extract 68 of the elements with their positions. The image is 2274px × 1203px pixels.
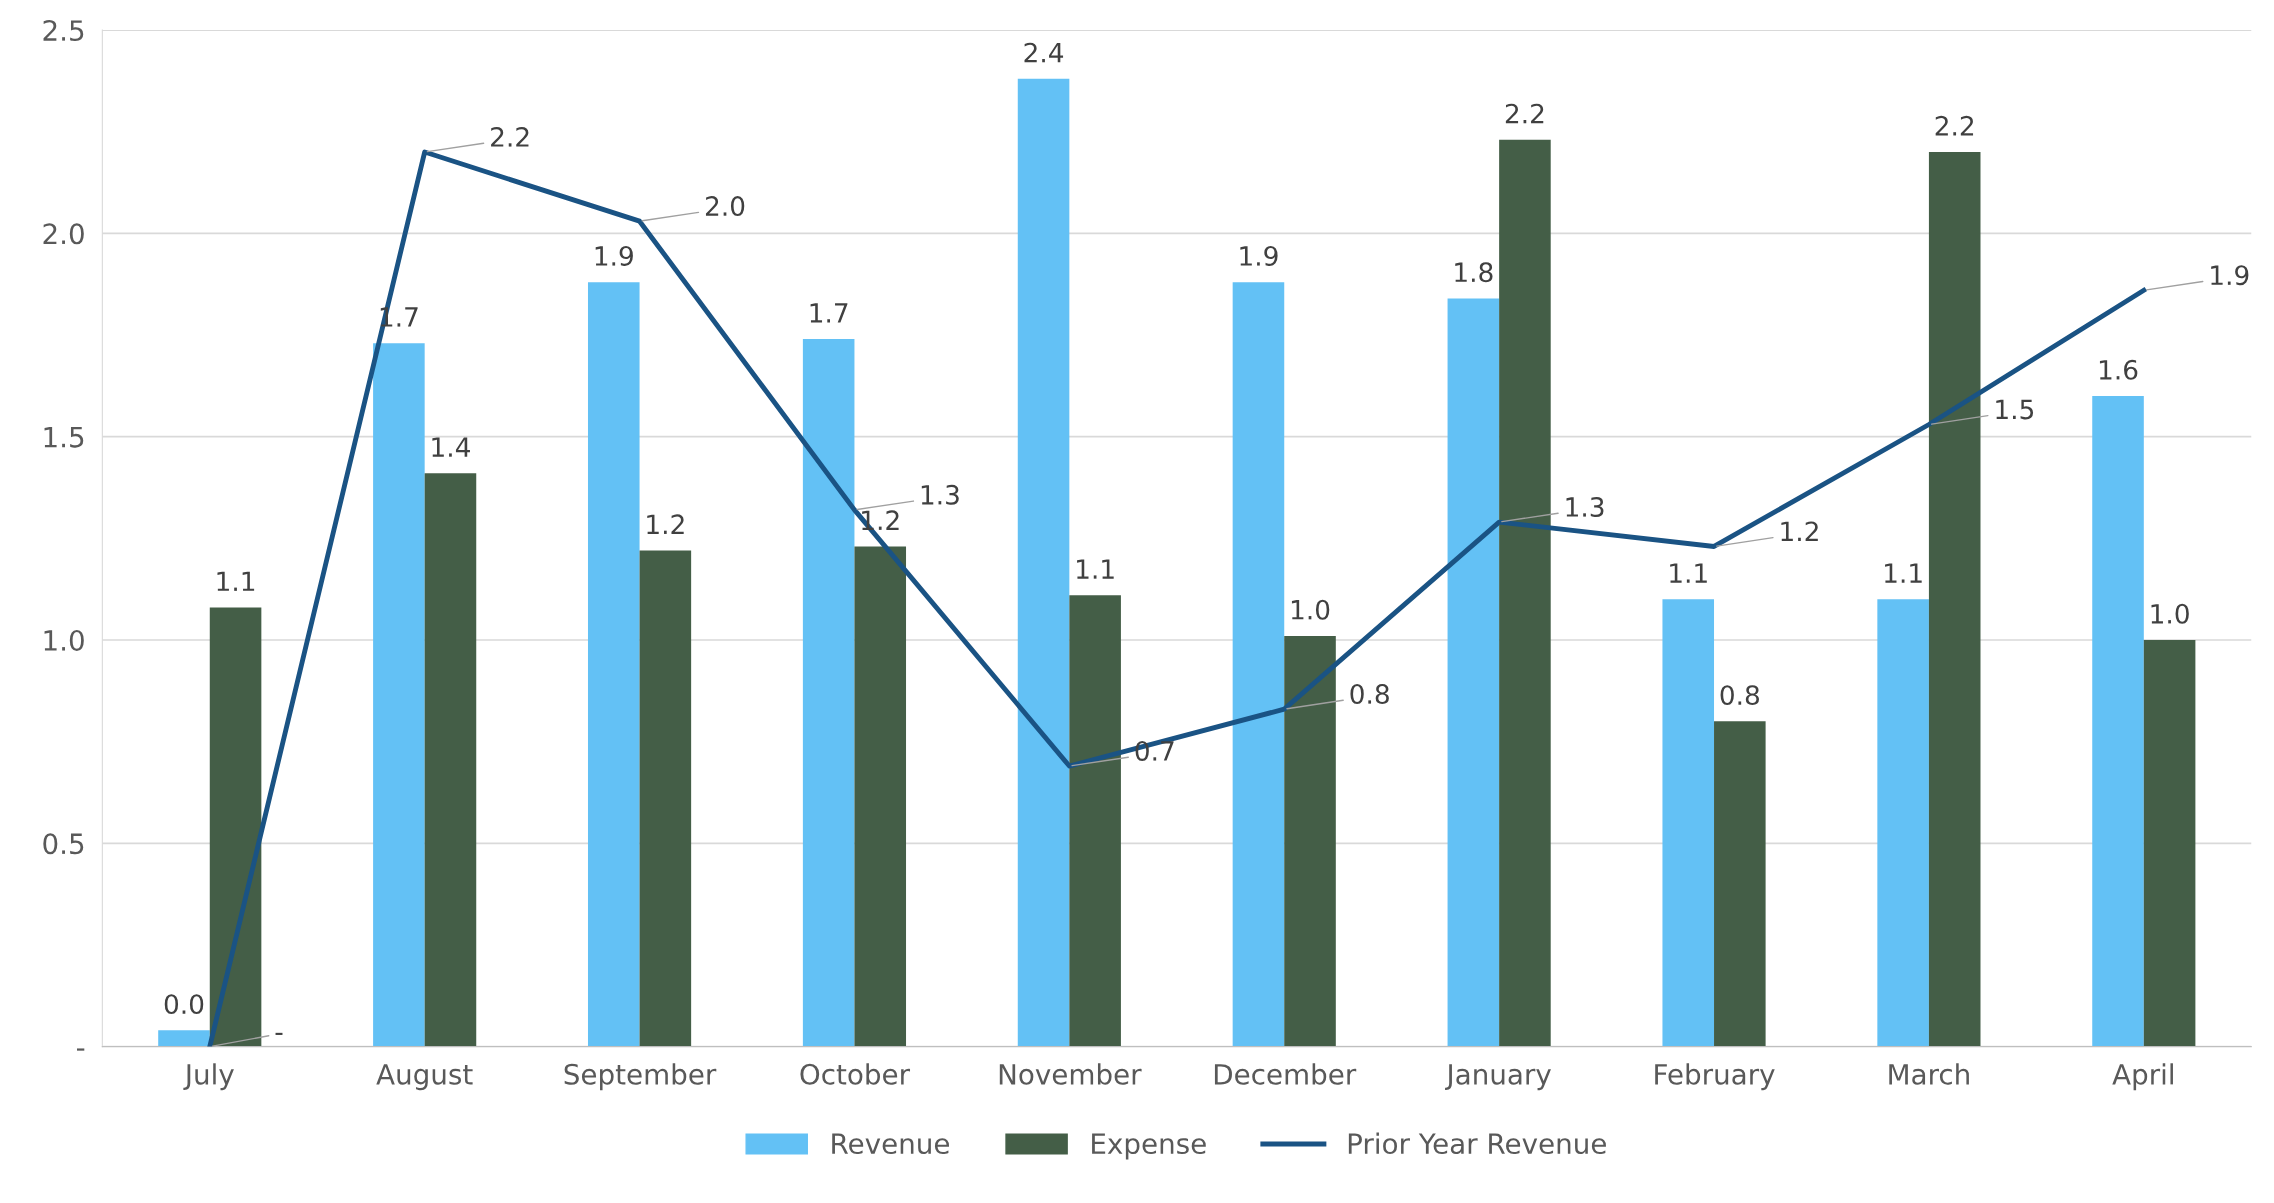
- x-tick-label: March: [1889, 1063, 1969, 1085]
- x-tick-label: October: [800, 1063, 911, 1085]
- data-label: 1.9: [595, 245, 633, 266]
- data-label: 1.3: [921, 484, 959, 505]
- legend-label: Revenue: [832, 1133, 949, 1155]
- x-tick-label: November: [999, 1063, 1142, 1085]
- data-label: 1.8: [1455, 262, 1493, 283]
- legend-label: Expense: [1092, 1133, 1206, 1160]
- bar: [639, 550, 692, 1047]
- data-label: 1.1: [1670, 563, 1707, 583]
- bar: [1069, 595, 1121, 1047]
- bar: [2143, 640, 2196, 1047]
- bar: [1447, 298, 1500, 1047]
- data-label: 1.0: [1291, 599, 1330, 620]
- data-label: 1.2: [1781, 521, 1818, 541]
- bar: [209, 607, 262, 1047]
- data-label: 1.5: [1996, 399, 2034, 420]
- bar: [1877, 599, 1929, 1047]
- line-series: [207, 149, 2147, 1047]
- data-label: 0.7: [1135, 740, 1174, 761]
- x-tick-label: April: [2112, 1063, 2173, 1091]
- bar: [1714, 721, 1766, 1047]
- y-tick-label: 0.5: [43, 833, 84, 855]
- bar: [158, 1030, 210, 1047]
- data-label: 0.0: [164, 994, 204, 1015]
- x-tick-label: January: [1445, 1064, 1551, 1091]
- data-label: 1.1: [217, 571, 255, 591]
- bar: [1232, 282, 1285, 1047]
- data-label: 1.2: [647, 514, 684, 534]
- data-label: 1.9: [2211, 265, 2249, 286]
- bar: [587, 282, 640, 1047]
- x-tick-label: September: [564, 1063, 717, 1091]
- data-label: 1.6: [2099, 359, 2138, 380]
- bar: [854, 546, 907, 1047]
- y-tick-label: -: [77, 1048, 85, 1051]
- bar: [802, 339, 855, 1047]
- y-tick-label: 1.0: [44, 629, 84, 651]
- bar: [1284, 635, 1336, 1047]
- y-tick-label: 2.0: [43, 223, 84, 245]
- data-label: 2.0: [705, 196, 745, 217]
- data-label: 2.2: [491, 126, 529, 147]
- data-label: 1.9: [1240, 245, 1278, 266]
- data-label: 0.8: [1720, 685, 1759, 706]
- y-tick-label: 2.5: [43, 20, 84, 42]
- y-tick-label: 1.5: [44, 426, 84, 448]
- x-tick-label: July: [183, 1063, 234, 1091]
- data-label: 1.7: [810, 303, 848, 323]
- data-label: 1.1: [1885, 563, 1922, 583]
- data-label: -: [275, 1032, 283, 1035]
- data-label: 0.8: [1350, 684, 1389, 705]
- bar: [1928, 152, 1981, 1047]
- bar: [1662, 599, 1715, 1047]
- legend-label: Prior Year Revenue: [1348, 1132, 1606, 1155]
- bar: [424, 473, 477, 1047]
- x-tick-label: February: [1655, 1063, 1775, 1091]
- data-label: 1.3: [1566, 497, 1604, 517]
- bar: [373, 343, 425, 1047]
- data-label: 1.0: [2151, 603, 2189, 624]
- data-label: 1.1: [1077, 559, 1114, 579]
- x-tick-label: August: [376, 1064, 473, 1091]
- bar: [2092, 396, 2144, 1047]
- data-label: 2.2: [1935, 115, 1974, 136]
- data-label: 1.4: [432, 437, 470, 457]
- bar: [1499, 139, 1551, 1047]
- data-label: 2.2: [1505, 103, 1544, 124]
- x-tick-label: December: [1214, 1063, 1357, 1085]
- data-label: 2.4: [1024, 42, 1064, 63]
- bar: [1017, 78, 1070, 1047]
